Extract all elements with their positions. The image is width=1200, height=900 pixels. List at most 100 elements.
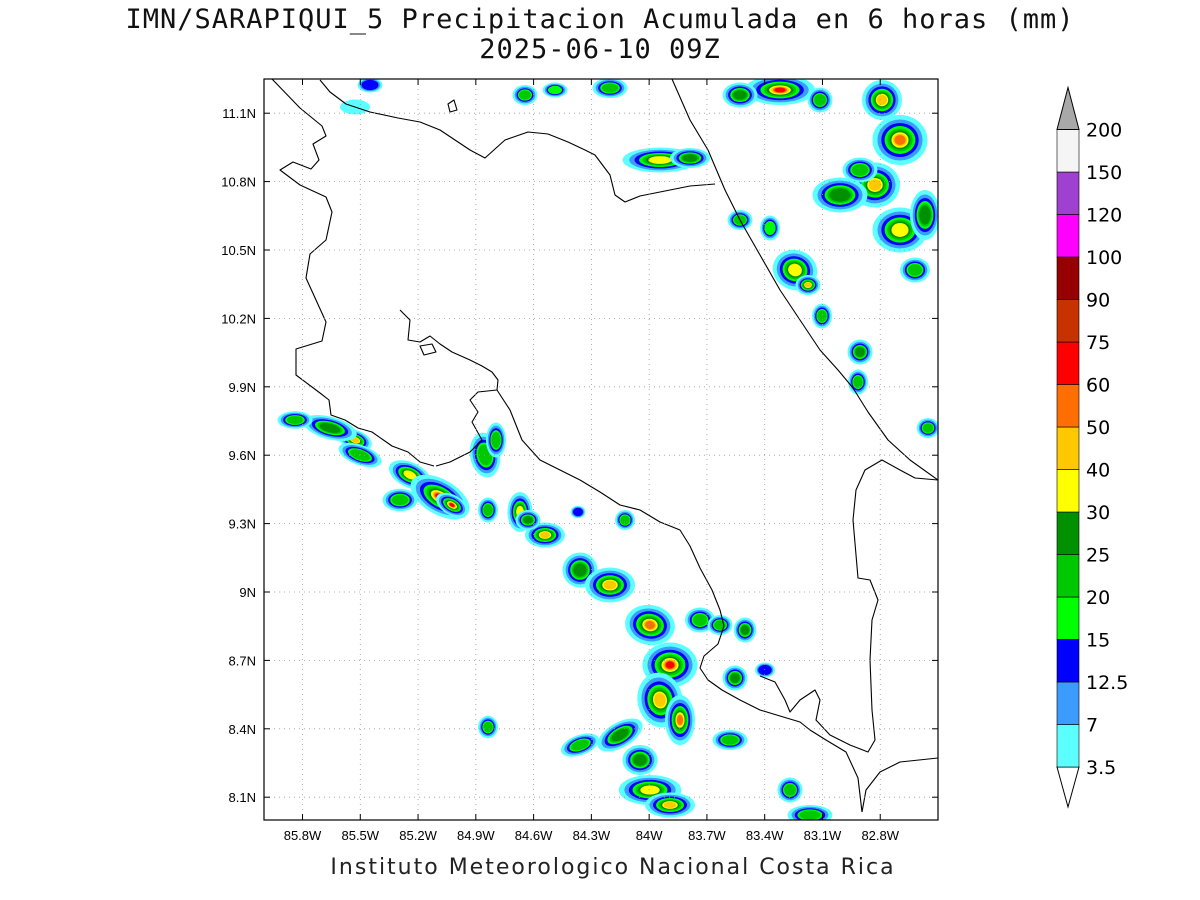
colorbar-swatch — [1056, 554, 1080, 598]
precip-cell — [303, 415, 357, 441]
colorbar-level-label: 75 — [1086, 332, 1110, 354]
colorbar-swatch — [1056, 469, 1080, 513]
colorbar-level-label: 25 — [1086, 545, 1110, 567]
lat-tick-label: 10.8N — [221, 175, 256, 190]
precip-cell — [787, 805, 833, 820]
precip-contour — [523, 516, 533, 524]
precip-cell — [777, 777, 803, 803]
precip-cell — [916, 418, 938, 438]
precip-contour — [855, 347, 865, 357]
colorbar-level-label: 60 — [1086, 375, 1110, 397]
precip-contour — [620, 515, 630, 525]
osa-peninsula-and-panama-border — [759, 459, 938, 753]
lon-tick-label: 84.9W — [457, 828, 495, 843]
lon-tick-label: 84W — [636, 828, 663, 843]
colorbar-upper-triangle — [1056, 85, 1080, 130]
precip-cell — [515, 510, 541, 530]
lon-tick-label: 84.3W — [573, 828, 611, 843]
lat-tick-label: 10.5N — [221, 243, 256, 258]
precip-contour — [391, 494, 409, 506]
colorbar-swatch — [1056, 681, 1080, 725]
precip-contour — [645, 620, 655, 630]
precip-cell — [436, 492, 468, 518]
precip-cell — [478, 715, 498, 739]
precip-contour — [730, 673, 740, 683]
precip-cell — [542, 82, 568, 98]
precip-cell — [357, 79, 383, 93]
colorbar-level-label: 20 — [1086, 587, 1110, 609]
precip-contour — [868, 179, 882, 191]
precip-cell — [862, 80, 902, 120]
precip-cell — [615, 510, 635, 530]
lon-tick-label: 85.8W — [284, 828, 322, 843]
precip-contour — [548, 85, 562, 95]
precip-cell — [665, 695, 695, 745]
lon-tick-label: 83.7W — [688, 828, 726, 843]
precip-cell — [872, 115, 928, 165]
precip-contour — [573, 563, 587, 577]
precip-contour — [784, 784, 796, 796]
lon-tick-label: 82.8W — [861, 828, 899, 843]
precip-cell — [755, 662, 775, 678]
nicaragua-lake-island — [419, 343, 437, 356]
precip-contour — [908, 264, 922, 276]
precip-contour — [286, 415, 304, 425]
precip-contour — [640, 785, 660, 795]
precip-cell — [525, 522, 565, 548]
precip-cell — [592, 79, 628, 98]
precip-contour — [648, 156, 672, 164]
colorbar-level-label: 40 — [1086, 460, 1110, 482]
chart-subtitle-datetime: 2025-06-10 09Z — [479, 34, 721, 65]
footer-credit: Instituto Meteorologico Nacional Costa R… — [330, 855, 896, 880]
precip-contour — [693, 614, 707, 626]
precip-cell — [585, 567, 635, 603]
precip-contour — [764, 221, 776, 235]
precip-contour — [601, 83, 619, 93]
precip-contour — [817, 310, 827, 322]
colorbar-swatch — [1056, 596, 1080, 640]
colorbar-swatch — [1056, 341, 1080, 385]
colorbar-level-label: 12.5 — [1086, 672, 1128, 694]
precip-contour — [633, 754, 647, 766]
colorbar-level-label: 90 — [1086, 290, 1110, 312]
precip-cell — [685, 607, 715, 633]
precip-cell — [722, 82, 758, 108]
precip-contour — [603, 580, 617, 590]
latitude-tick-labels: 11.1N 10.8N 10.5N 10.2N 9.9N 9.6N 9.3N 9N 8.7N 8.… — [221, 106, 256, 805]
precip-contour — [677, 715, 683, 725]
precip-contour — [654, 693, 666, 707]
lat-tick-label: 8.7N — [229, 653, 256, 668]
colorbar-level-label: 15 — [1086, 630, 1110, 652]
precip-contour — [740, 625, 750, 635]
precip-cell — [622, 745, 658, 775]
colorbar-swatch — [1056, 214, 1080, 258]
colorbar-level-label: 3.5 — [1086, 757, 1116, 779]
precip-cell — [733, 617, 757, 643]
precip-cell — [670, 148, 710, 168]
lon-tick-label: 83.4W — [746, 828, 784, 843]
precip-contour — [361, 79, 379, 91]
precip-contour — [483, 504, 493, 516]
precip-cell — [872, 207, 928, 253]
lon-tick-label: 85.5W — [341, 828, 379, 843]
lat-tick-label: 10.2N — [221, 311, 256, 326]
precip-cell — [707, 615, 733, 635]
lon-tick-label: 83.1W — [804, 828, 842, 843]
coastline — [271, 79, 938, 813]
panama-coast-south — [861, 757, 938, 813]
axis-ticks — [264, 79, 938, 820]
nicoya-gulf-coast — [399, 309, 499, 467]
precip-cell — [277, 411, 313, 429]
precip-cell — [478, 497, 498, 523]
precip-cell — [625, 604, 675, 646]
colorbar-level-label: 200 — [1086, 120, 1122, 142]
colorbar-swatch — [1056, 511, 1080, 555]
precip-contour — [891, 223, 909, 237]
colorbar-swatch — [1056, 639, 1080, 683]
precip-contour — [758, 664, 772, 676]
colorbar-level-label: 7 — [1086, 715, 1098, 737]
chart-title: IMN/SARAPIQUI_5 Precipitacion Acumulada … — [125, 4, 1075, 35]
precip-cell — [512, 85, 538, 105]
precip-cell — [486, 422, 506, 458]
longitude-tick-labels: 85.8W 85.5W 85.2W 84.9W 84.6W 84.3W 84W 83.7W 83… — [284, 828, 900, 843]
